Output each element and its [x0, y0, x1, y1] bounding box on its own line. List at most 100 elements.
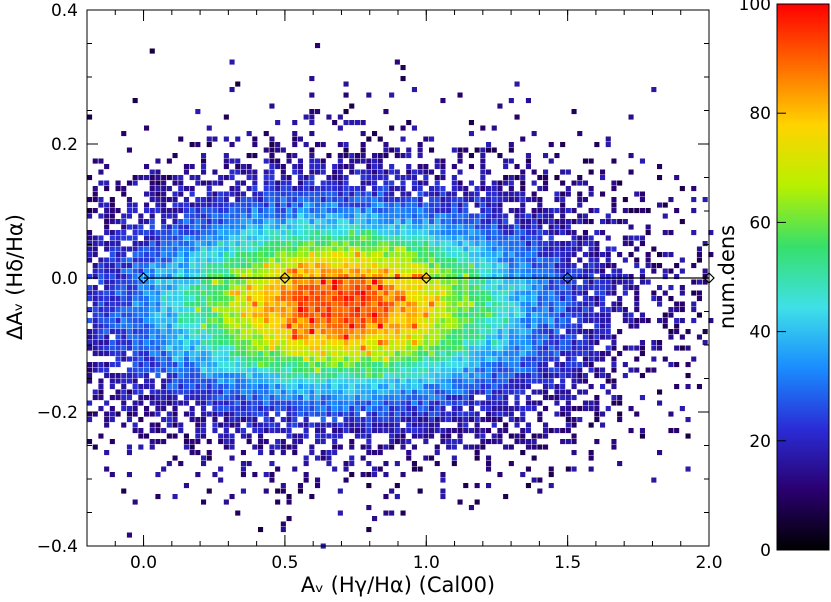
heatmap-cell: [634, 296, 640, 302]
heatmap-cell: [286, 411, 292, 417]
heatmap-cell: [354, 197, 360, 203]
heatmap-cell: [246, 175, 252, 181]
heatmap-cell: [520, 367, 526, 373]
heatmap-cell: [303, 274, 309, 280]
heatmap-cell: [600, 169, 606, 175]
heatmap-cell: [451, 400, 457, 406]
heatmap-cell: [497, 378, 503, 384]
heatmap-cell: [183, 384, 189, 390]
heatmap-cell: [229, 158, 235, 164]
heatmap-cell: [525, 296, 531, 302]
heatmap-cell: [144, 290, 150, 296]
heatmap-cell: [434, 329, 440, 335]
heatmap-cell: [189, 219, 195, 225]
heatmap-cell: [543, 208, 549, 214]
heatmap-cell: [377, 362, 383, 368]
heatmap-cell: [326, 411, 332, 417]
heatmap-cell: [132, 340, 138, 346]
heatmap-cell: [201, 208, 207, 214]
heatmap-cell: [309, 158, 315, 164]
heatmap-cell: [411, 208, 417, 214]
heatmap-cell: [377, 334, 383, 340]
heatmap-cell: [531, 345, 537, 351]
heatmap-cell: [189, 257, 195, 263]
heatmap-cell: [434, 389, 440, 395]
heatmap-cell: [178, 334, 184, 340]
heatmap-cell: [457, 230, 463, 236]
heatmap-cell: [212, 197, 218, 203]
heatmap-cell: [480, 197, 486, 203]
heatmap-cell: [429, 411, 435, 417]
heatmap-cell: [372, 153, 378, 159]
heatmap-cell: [320, 235, 326, 241]
heatmap-cell: [166, 417, 172, 423]
heatmap-cell: [223, 158, 229, 164]
heatmap-cell: [337, 351, 343, 357]
heatmap-cell: [138, 224, 144, 230]
heatmap-cell: [166, 395, 172, 401]
heatmap-cell: [514, 307, 520, 313]
heatmap-cell: [480, 301, 486, 307]
heatmap-cell: [132, 279, 138, 285]
heatmap-cell: [337, 307, 343, 313]
heatmap-cell: [92, 329, 98, 335]
heatmap-cell: [246, 384, 252, 390]
heatmap-cell: [394, 208, 400, 214]
heatmap-cell: [605, 389, 611, 395]
heatmap-cell: [417, 147, 423, 153]
heatmap-cell: [354, 417, 360, 423]
heatmap-cell: [275, 224, 281, 230]
heatmap-cell: [183, 433, 189, 439]
heatmap-cell: [548, 351, 554, 357]
heatmap-cell: [508, 142, 514, 148]
heatmap-cell: [400, 224, 406, 230]
heatmap-cell: [92, 285, 98, 291]
heatmap-cell: [201, 323, 207, 329]
heatmap-cell: [161, 230, 167, 236]
heatmap-cell: [548, 268, 554, 274]
heatmap-cell: [543, 153, 549, 159]
heatmap-cell: [320, 208, 326, 214]
heatmap-cell: [537, 197, 543, 203]
heatmap-cell: [434, 246, 440, 252]
heatmap-cell: [269, 241, 275, 247]
heatmap-cell: [332, 180, 338, 186]
heatmap-cell: [434, 296, 440, 302]
heatmap-cell: [269, 252, 275, 258]
heatmap-cell: [195, 329, 201, 335]
heatmap-cell: [218, 466, 224, 472]
heatmap-cell: [634, 323, 640, 329]
heatmap-cell: [161, 263, 167, 269]
heatmap-cell: [463, 318, 469, 324]
heatmap-cell: [332, 329, 338, 335]
heatmap-cell: [292, 444, 298, 450]
heatmap-cell: [172, 494, 178, 500]
heatmap-cell: [463, 395, 469, 401]
heatmap-cell: [434, 356, 440, 362]
heatmap-cell: [423, 411, 429, 417]
heatmap-cell: [320, 180, 326, 186]
heatmap-cell: [531, 455, 537, 461]
heatmap-cell: [315, 164, 321, 170]
heatmap-cell: [297, 136, 303, 142]
heatmap-cell: [258, 367, 264, 373]
heatmap-cell: [560, 362, 566, 368]
heatmap-cell: [400, 356, 406, 362]
heatmap-cell: [229, 356, 235, 362]
heatmap-cell: [326, 406, 332, 412]
heatmap-cell: [121, 290, 127, 296]
heatmap-cell: [303, 411, 309, 417]
heatmap-cell: [508, 323, 514, 329]
heatmap-cell: [497, 472, 503, 478]
heatmap-cell: [315, 230, 321, 236]
heatmap-cell: [92, 367, 98, 373]
heatmap-cell: [702, 268, 708, 274]
heatmap-cell: [235, 373, 241, 379]
heatmap-cell: [394, 285, 400, 291]
heatmap-cell: [349, 274, 355, 280]
heatmap-cell: [508, 246, 514, 252]
heatmap-cell: [520, 202, 526, 208]
heatmap-cell: [155, 263, 161, 269]
heatmap-cell: [303, 318, 309, 324]
heatmap-cell: [571, 109, 577, 115]
